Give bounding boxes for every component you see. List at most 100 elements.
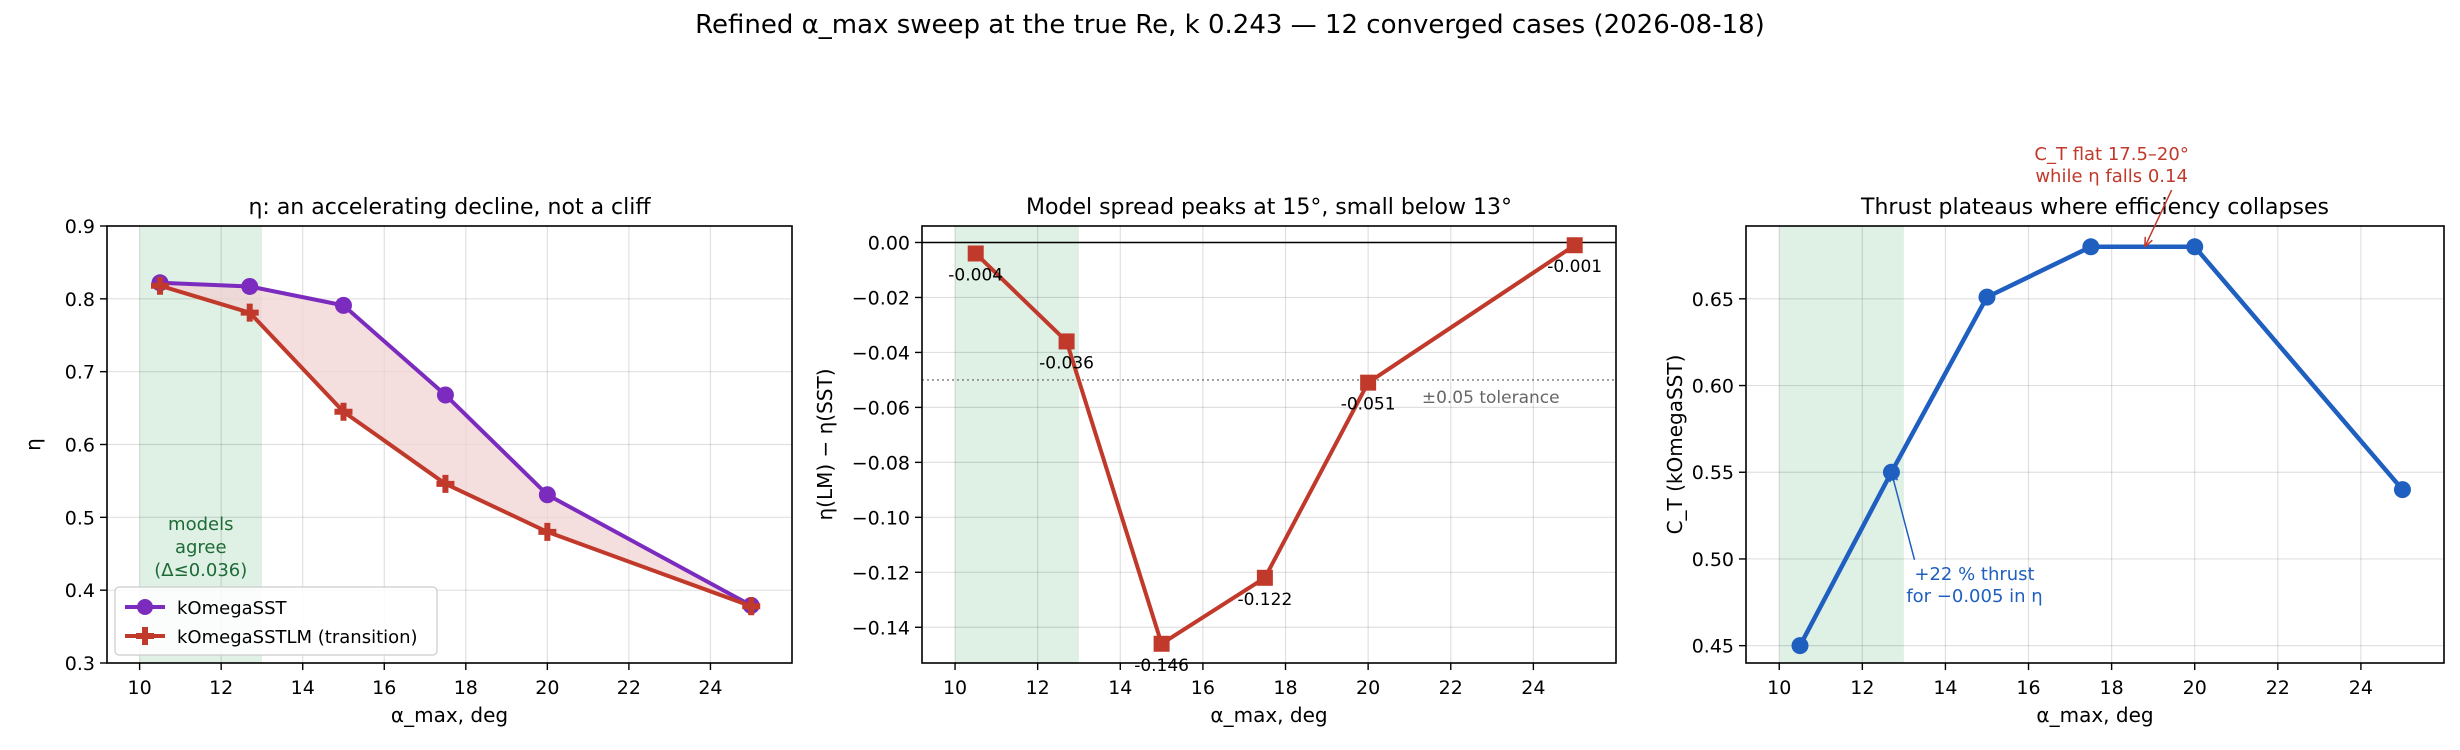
- band-label-line: agree: [175, 537, 227, 558]
- annotation-text-line: for −0.005 in η: [1906, 586, 2042, 607]
- series-line-1: [974, 243, 1576, 646]
- series-line-1: [159, 280, 753, 608]
- data-point: [967, 245, 984, 262]
- annotation-text: +22 % thrust for −0.005 in η: [1906, 564, 2042, 607]
- x-axis-label: α_max, deg: [391, 703, 508, 727]
- x-tick-label: 24: [2349, 677, 2373, 699]
- y-tick-label: 0.55: [1692, 462, 1734, 484]
- y-tick-label: 0.00: [868, 232, 910, 254]
- y-tick-label: 0.9: [65, 216, 95, 238]
- legend-box: [114, 586, 438, 656]
- data-point: [1058, 333, 1075, 350]
- band-label-line: models: [168, 514, 233, 535]
- data-point: [1360, 374, 1377, 391]
- series-line-2: [159, 283, 752, 609]
- data-point: [240, 303, 259, 322]
- x-tick-label: 12: [209, 677, 233, 699]
- annotation-text: C_T flat 17.5–20° while η falls 0.14: [2034, 144, 2188, 187]
- x-tick-label: 12: [1026, 677, 1050, 699]
- data-point: [151, 276, 170, 295]
- x-tick-label: 20: [535, 677, 559, 699]
- data-label: -0.004: [948, 265, 1003, 285]
- annotation-text-line: while η falls 0.14: [2035, 166, 2188, 187]
- legend-entry: kOmegaSSTLM (transition): [177, 627, 418, 648]
- x-tick-label: 20: [2183, 677, 2207, 699]
- data-point: [436, 386, 454, 404]
- x-tick-label: 12: [1850, 677, 1874, 699]
- y-tick-label: 0.5: [65, 507, 95, 529]
- y-axis-label: η: [21, 438, 45, 451]
- data-point: [1978, 288, 1996, 306]
- annotation-text-line: C_T flat 17.5–20°: [2034, 144, 2188, 165]
- y-tick-label: 0.65: [1692, 289, 1734, 311]
- data-label: -0.036: [1039, 353, 1094, 373]
- y-axis-label: η(LM) − η(SST): [813, 368, 837, 520]
- x-tick-label: 22: [617, 677, 641, 699]
- chart-title: Model spread peaks at 15°, small below 1…: [1026, 195, 1512, 220]
- data-label: -0.051: [1341, 395, 1396, 415]
- data-point: [241, 277, 259, 295]
- data-label: -0.146: [1134, 656, 1189, 676]
- y-tick-label: 0.3: [65, 653, 95, 675]
- x-tick-label: 24: [1521, 677, 1545, 699]
- annotation-arrowhead: [1889, 471, 1899, 483]
- data-point: [1153, 635, 1170, 652]
- x-tick-label: 20: [1356, 677, 1380, 699]
- y-tick-label: 0.60: [1692, 376, 1734, 398]
- annotation-text-line: +22 % thrust: [1914, 564, 2034, 585]
- chart-3: 10 12 14 16 18 20 22 24 0.45 0.50 0.55 0.60 0.65 Thru…: [1663, 144, 2445, 727]
- x-tick-label: 18: [1273, 677, 1297, 699]
- axes-frame: [921, 225, 1617, 664]
- chart-title: η: an accelerating decline, not a cliff: [248, 195, 651, 220]
- data-point: [538, 522, 557, 541]
- tolerance-label: ±0.05 tolerance: [1422, 388, 1560, 408]
- agreement-band: [1779, 226, 1904, 663]
- y-tick-label: −0.06: [852, 397, 910, 419]
- y-tick-label: 0.8: [65, 289, 95, 311]
- series-line-1: [1798, 244, 2405, 647]
- figure-title: Refined α_max sweep at the true Re, k 0.…: [695, 10, 1765, 40]
- data-label: -0.001: [1547, 257, 1602, 277]
- y-tick-label: 0.4: [65, 580, 95, 602]
- y-axis-label: C_T (kOmegaSST): [1663, 355, 1687, 535]
- x-tick-label: 22: [1439, 677, 1463, 699]
- x-tick-label: 10: [943, 677, 967, 699]
- legend-marker: [136, 627, 154, 645]
- x-tick-label: 16: [2016, 677, 2040, 699]
- data-point: [436, 474, 455, 493]
- agreement-band: [955, 226, 1079, 663]
- x-tick-label: 16: [1191, 677, 1215, 699]
- x-tick-label: 14: [291, 677, 315, 699]
- y-tick-label: 0.6: [65, 435, 95, 457]
- y-tick-label: 0.45: [1692, 636, 1734, 658]
- data-point: [1566, 237, 1583, 254]
- annotation-arrow: [1890, 472, 1916, 560]
- y-tick-label: −0.14: [852, 617, 910, 639]
- axes-frame: [1745, 225, 2445, 664]
- data-point: [1256, 569, 1273, 586]
- x-axis-label: α_max, deg: [1210, 703, 1327, 727]
- chart-title: Thrust plateaus where efficiency collaps…: [1860, 195, 2329, 220]
- annotation-arrowhead: [2144, 236, 2153, 248]
- x-tick-label: 14: [1933, 677, 1957, 699]
- y-tick-label: −0.10: [852, 507, 910, 529]
- y-tick-label: −0.04: [852, 342, 910, 364]
- x-tick-label: 10: [128, 677, 152, 699]
- data-point: [538, 486, 556, 504]
- legend-marker: [137, 599, 153, 615]
- x-tick-label: 14: [1108, 677, 1132, 699]
- x-tick-label: 18: [454, 677, 478, 699]
- data-point: [2186, 238, 2204, 256]
- data-point: [334, 296, 352, 314]
- annotation-arrow: [2144, 189, 2173, 248]
- data-point: [2082, 238, 2100, 256]
- x-axis-label: α_max, deg: [2036, 703, 2153, 727]
- band-label: models agree (Δ≤0.036): [154, 514, 247, 581]
- y-tick-label: 0.50: [1692, 549, 1734, 571]
- chart-2: ±0.05 tolerance -0.004 -0.036 -0.146 -0.122 -…: [813, 195, 1617, 727]
- x-tick-label: 10: [1767, 677, 1791, 699]
- data-point: [1791, 637, 1809, 655]
- chart-1: models agree (Δ≤0.036) 10 12 14 16 18 20 22 24 0.3 0…: [21, 195, 793, 727]
- legend-entry: kOmegaSST: [177, 598, 288, 619]
